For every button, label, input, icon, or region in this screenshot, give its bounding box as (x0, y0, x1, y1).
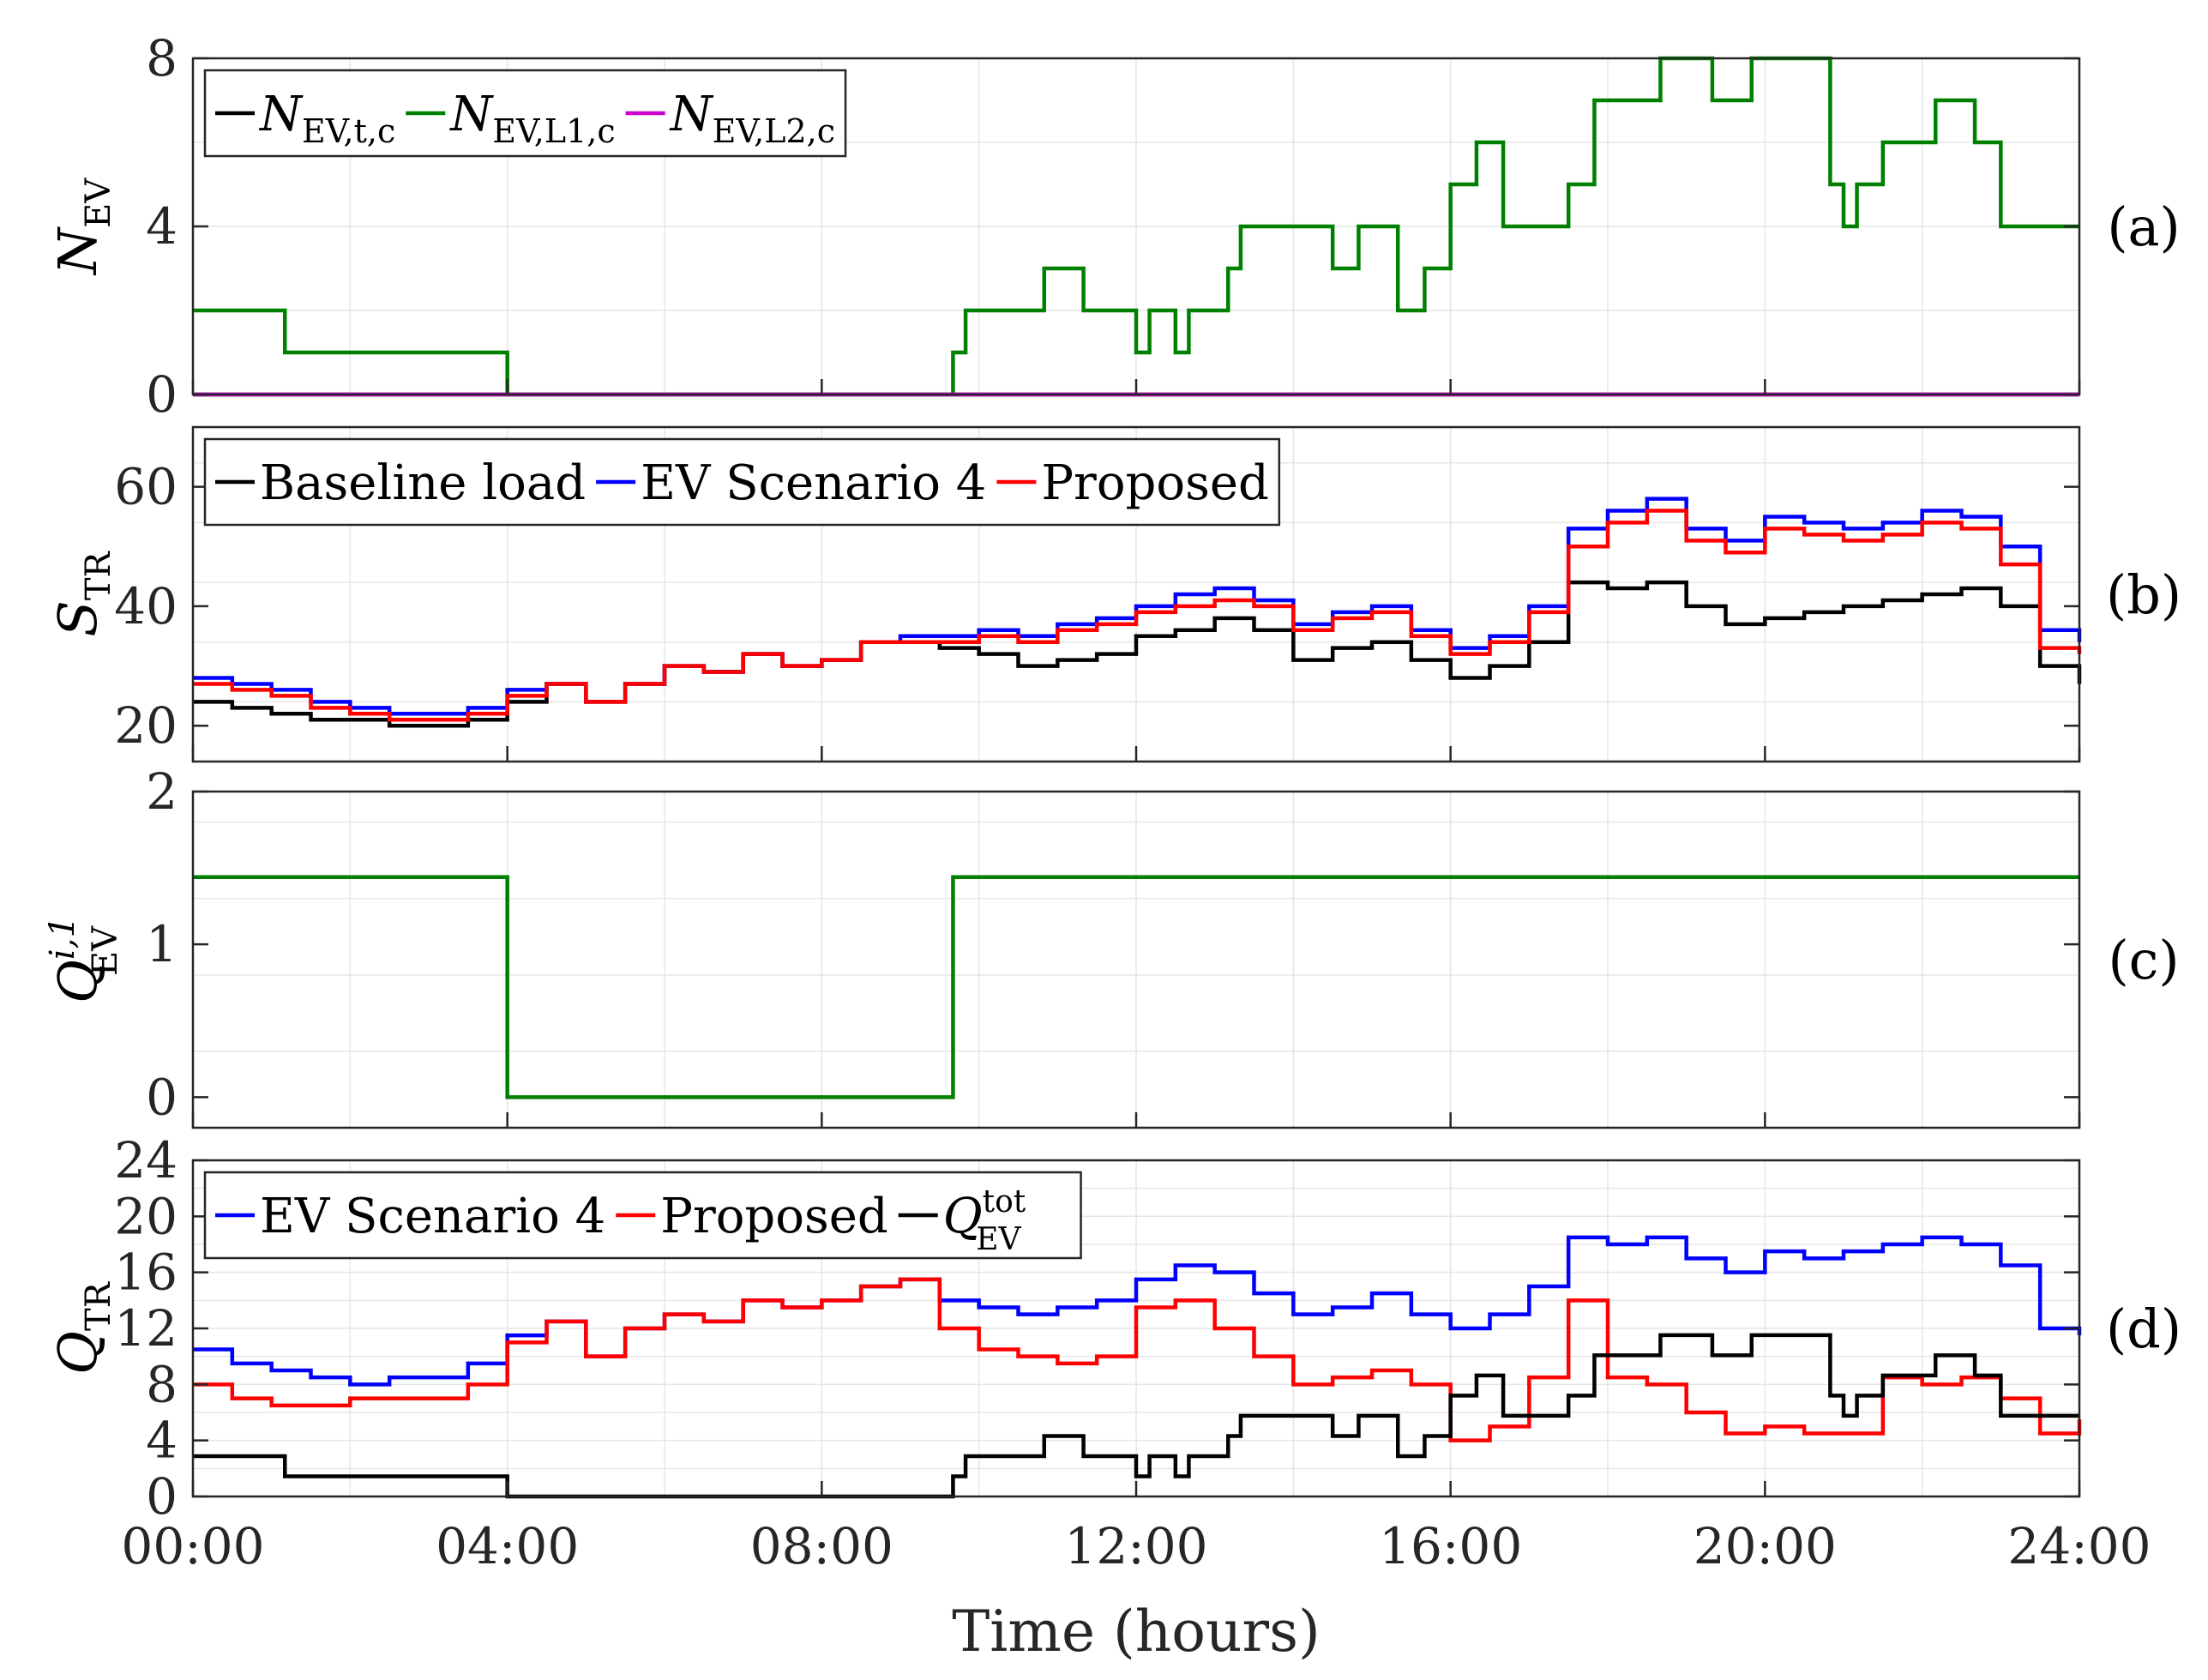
ytick-label: 0 (146, 1068, 177, 1126)
ytick-label: 0 (146, 365, 177, 424)
ylabel-c: Qi,1 EV (43, 916, 125, 1003)
ytick-label: 60 (114, 458, 177, 516)
xtick-label: 12:00 (1064, 1517, 1207, 1575)
panel-label-b: (b) (2106, 563, 2181, 626)
ytick-label: 4 (146, 197, 177, 256)
legend-entry: NEV,L1,c (448, 87, 615, 150)
ytick-label: 24 (114, 1131, 177, 1189)
series-c-0 (193, 875, 2079, 1099)
xtick-label: 24:00 (2007, 1517, 2151, 1575)
ytick-label: 8 (146, 1355, 177, 1413)
legend-d: EV Scenario 4 Proposed Qtot EV (203, 1171, 1082, 1260)
legend-entry: Qtot EV (943, 1184, 1026, 1257)
ytick-label: 12 (114, 1299, 177, 1358)
panel-label-d: (d) (2106, 1298, 2181, 1360)
ylabel-a: NEV (46, 178, 118, 276)
panel-b: 20 40 60 STR (b) Baseline load EV Scenario 4 Pr… (46, 425, 2181, 763)
series-d-2 (193, 1333, 2079, 1499)
series-d-1 (193, 1277, 2082, 1442)
xtick-label: 00:00 (121, 1517, 264, 1575)
series-d-0 (193, 1235, 2082, 1387)
legend-entry: Proposed (1041, 455, 1268, 511)
ytick-label: 4 (146, 1412, 177, 1470)
x-axis: 00:00 04:00 08:00 12:00 16:00 20:00 24:00 Time … (121, 1517, 2151, 1665)
panel-a: 0 4 8 NEV (a) NEV,t,c NEV,L1,c NEV,L2,c (46, 29, 2181, 424)
ytick-label: 2 (146, 762, 177, 821)
xtick-label: 16:00 (1379, 1517, 1522, 1575)
panel-c: 0 1 2 Qi,1 EV (c) (43, 762, 2180, 1129)
legend-entry: Baseline load (260, 455, 586, 511)
ytick-label: 20 (114, 696, 177, 755)
xlabel: Time (hours) (952, 1599, 1320, 1665)
legend-box (203, 69, 847, 158)
ytick-label: 40 (114, 577, 177, 635)
series-a-1 (193, 56, 2079, 397)
ytick-label: 16 (114, 1243, 177, 1302)
legend-entry: NEV,L2,c (669, 87, 835, 150)
ylabel-d: QTR (46, 1280, 118, 1375)
ytick-label: 1 (146, 915, 177, 973)
ytick-label: 20 (114, 1187, 177, 1245)
ytick-label: 0 (146, 1467, 177, 1526)
legend-b: Baseline load EV Scenario 4 Proposed (203, 437, 1281, 527)
xtick-label: 20:00 (1694, 1517, 1837, 1575)
legend-entry: EV Scenario 4 (641, 455, 986, 511)
ytick-label: 8 (146, 29, 177, 87)
series-b-2 (193, 509, 2082, 722)
ylabel-b: STR (46, 550, 118, 636)
panel-label-c: (c) (2108, 929, 2179, 991)
legend-entry: Proposed (660, 1189, 887, 1244)
xtick-label: 04:00 (436, 1517, 579, 1575)
legend-entry: EV Scenario 4 (260, 1189, 605, 1244)
legend-entry: NEV,t,c (258, 87, 395, 150)
legend-a: NEV,t,c NEV,L1,c NEV,L2,c (203, 69, 847, 158)
xtick-label: 08:00 (750, 1517, 893, 1575)
panel-label-a: (a) (2107, 196, 2180, 258)
legend-box (203, 437, 1281, 527)
